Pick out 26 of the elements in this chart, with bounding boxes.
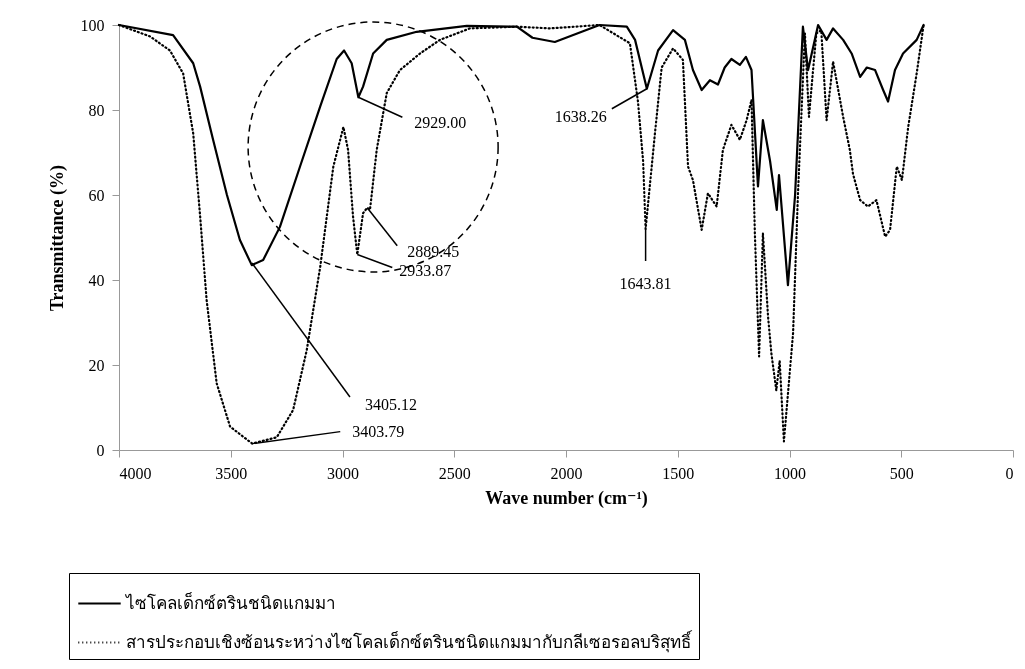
y-axis-title: Transmittance (%) xyxy=(46,164,68,312)
x-tick-label: 4000 xyxy=(119,464,152,482)
annotation: 3403.79 xyxy=(352,422,405,440)
y-tick-label: 60 xyxy=(88,186,105,204)
legend-label: ไซโคลเด็กซ์ตรินชนิดแกมมา xyxy=(124,591,336,613)
annotation: 2929.00 xyxy=(414,114,467,132)
x-axis-title: Wave number (cm⁻¹) xyxy=(485,487,648,509)
y-tick-label: 80 xyxy=(88,101,105,119)
x-tick-label: 3500 xyxy=(215,464,248,482)
x-tick-label: 1000 xyxy=(774,464,806,482)
x-tick-label: 0 xyxy=(1005,464,1014,482)
y-tick-label: 0 xyxy=(96,441,105,459)
annotation: 2889.45 xyxy=(407,242,460,260)
legend-label: สารประกอบเชิงซ้อนระหว่างไซโคลเด็กซ์ตรินชนิดแกมมากับกลีเซอรอลบริสุทธิ์ xyxy=(126,629,693,653)
annotation: 3405.12 xyxy=(364,396,417,413)
x-tick-label: 2000 xyxy=(550,464,583,482)
y-tick-label: 40 xyxy=(88,271,105,289)
annotation: 1643.81 xyxy=(619,275,672,292)
x-tick-label: 1500 xyxy=(662,464,695,482)
y-tick-label: 100 xyxy=(80,16,105,34)
annotation: 1638.26 xyxy=(554,107,607,125)
x-tick-label: 500 xyxy=(889,464,914,482)
x-tick-label: 2500 xyxy=(438,464,471,482)
x-tick-label: 3000 xyxy=(327,464,359,482)
y-tick-label: 20 xyxy=(88,356,105,374)
annotation: 2933.87 xyxy=(399,261,452,279)
